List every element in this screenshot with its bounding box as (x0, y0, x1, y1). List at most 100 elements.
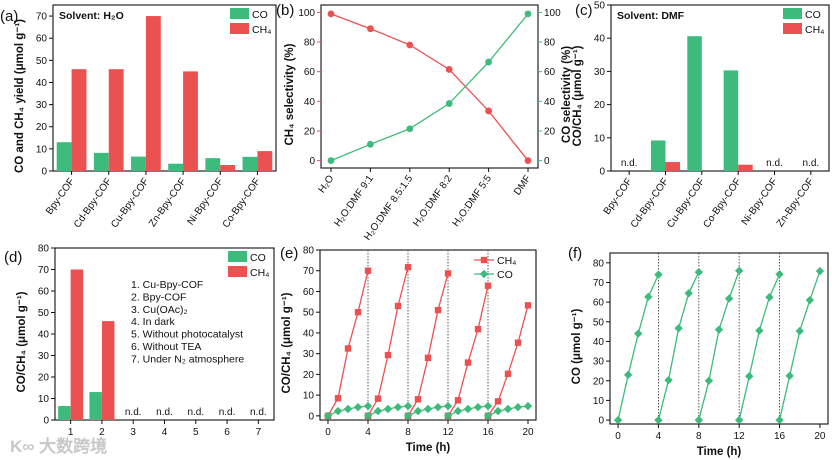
series-line (367, 267, 409, 417)
y-axis-title: CO (μmol g⁻¹) (571, 308, 583, 384)
data-point (654, 415, 663, 425)
panel-label: (b) (276, 2, 294, 19)
data-point (406, 125, 414, 133)
not-detected-label: n.d. (156, 407, 173, 418)
data-point (364, 267, 372, 274)
legend-swatch (783, 23, 802, 34)
series-line (327, 270, 369, 417)
not-detected-label: n.d. (621, 158, 638, 169)
y-tick-label: 10 (38, 394, 50, 405)
bar-co (89, 392, 102, 420)
data-point (414, 396, 422, 403)
data-point (724, 294, 734, 303)
panel-label: (f) (568, 245, 582, 262)
y-tick-label: 0 (599, 167, 605, 178)
x-tick-label: H₂O:DMF 8:2 (411, 173, 455, 229)
data-point (484, 282, 492, 289)
y-right-tick-label: 40 (544, 97, 556, 108)
data-point (775, 415, 784, 425)
x-tick-label: 1 (68, 427, 74, 438)
x-tick-label: 4 (162, 427, 168, 438)
bar-co (242, 156, 258, 171)
data-point (424, 354, 432, 362)
y-tick-label: 0 (41, 167, 47, 178)
series-line (330, 13, 529, 161)
y-tick-label: 30 (303, 349, 315, 360)
x-tick-label: H₂O (317, 173, 337, 195)
legend-label: CO (805, 9, 821, 21)
x-tick-label: Cu-Bpy-COF (109, 176, 151, 230)
data-point (644, 292, 653, 302)
data-point (423, 404, 433, 414)
data-point (524, 302, 532, 309)
legend-label: CO (252, 9, 268, 21)
y-axis-title: CH₄ selectivity (%) (284, 43, 296, 145)
data-point (623, 370, 633, 380)
panel-e: (e) 0 10 20 30 40 50 60 70 80 CO/CH₄ (μmol g⁻¹) 0 4 8… (280, 245, 537, 454)
x-tick-label: Bpy-COF (602, 176, 635, 216)
bar-ch4 (101, 321, 115, 420)
data-point (413, 406, 423, 416)
bar-ch4 (665, 162, 681, 171)
series-line (698, 270, 740, 421)
y-tick-label: 60 (38, 287, 50, 298)
not-detected-label: n.d. (219, 407, 236, 418)
panel-label: (e) (280, 245, 298, 262)
data-point (445, 66, 453, 73)
y-tick-label: 60 (303, 287, 315, 298)
data-point (503, 404, 513, 414)
data-point (384, 351, 392, 359)
y-tick-label: 70 (36, 12, 48, 23)
condition-list-item: 3. Cu(OAc)₂ (131, 304, 188, 316)
x-tick-label: Zn-Bpy-COF (775, 176, 817, 229)
y-tick-label: 30 (593, 357, 605, 368)
legend-label: CO (250, 252, 266, 264)
legend-swatch (783, 8, 802, 19)
y-tick-label: 60 (36, 34, 48, 45)
not-detected-label: n.d. (250, 407, 267, 418)
panel-label: (c) (575, 2, 593, 19)
data-point (393, 402, 403, 412)
data-point (363, 401, 373, 411)
x-tick-label: 0 (325, 427, 331, 438)
data-point (463, 404, 473, 414)
data-point (406, 41, 414, 49)
bar-co (168, 163, 184, 171)
solvent-annotation: Solvent: H₂O (59, 10, 124, 22)
y-tick-label: 50 (303, 308, 315, 319)
data-point (755, 326, 764, 335)
bar-ch4 (145, 16, 161, 171)
y-tick-label: 0 (309, 156, 315, 167)
y-right-tick-label: 100 (544, 8, 561, 19)
data-point (634, 329, 643, 338)
y-tick-label: 80 (593, 258, 605, 269)
plot-frame (319, 249, 537, 421)
condition-list-item: 4. In dark (131, 316, 176, 328)
plot-frame (610, 4, 830, 172)
x-tick-label: 7 (256, 427, 262, 438)
x-tick-label: H₂O:DMF 5:5 (451, 173, 495, 229)
y-tick-label: 40 (593, 337, 605, 348)
panel-d: (d) 0 10 20 30 40 50 60 70 80 CO/CH₄ (μmol g⁻¹) 1 2 3… (4, 244, 275, 438)
plot-frame (320, 4, 539, 169)
data-point (514, 339, 522, 346)
y-tick-label: 0 (43, 416, 49, 427)
y-tick-label: 80 (38, 244, 50, 255)
x-tick-label: 4 (365, 427, 371, 438)
data-point (323, 411, 333, 421)
y-tick-label: 100 (298, 8, 315, 19)
x-tick-label: Co-Bpy-COF (701, 176, 743, 230)
y-tick-label: 40 (303, 328, 315, 339)
data-point (714, 325, 724, 334)
x-tick-label: 2 (99, 427, 105, 438)
x-tick-label: 6 (224, 427, 230, 438)
bar-co (650, 140, 666, 171)
x-tick-label: DMF (512, 173, 533, 197)
condition-list-item: 6. Without TEA (131, 341, 201, 353)
data-point (485, 58, 492, 66)
data-point (493, 406, 503, 416)
x-tick-label: 16 (774, 431, 786, 442)
data-point (815, 266, 825, 276)
y-tick-label: 30 (38, 351, 50, 362)
